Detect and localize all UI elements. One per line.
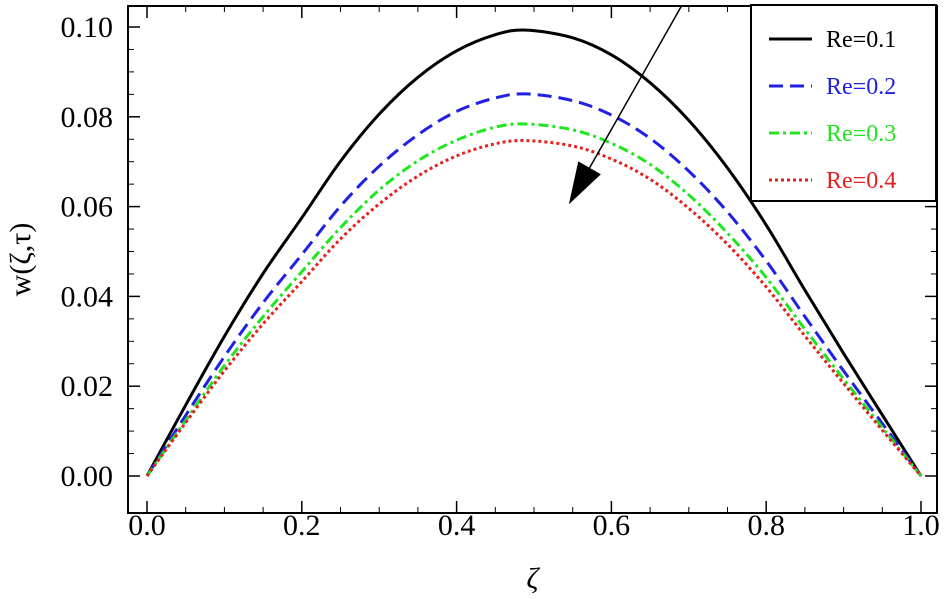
legend-entry-1: Re=0.1 <box>826 27 896 53</box>
annotation-layer <box>568 6 682 205</box>
plot-frame <box>127 5 938 514</box>
x-tick-label: 0.8 <box>747 509 785 542</box>
x-tick-label: 0.0 <box>128 509 166 542</box>
arrow-shaft <box>588 6 682 169</box>
y-axis-label: w(ζ,τ) <box>4 223 37 297</box>
y-tick-label: 0.02 <box>61 370 114 403</box>
x-tick-label: 1.0 <box>902 509 940 542</box>
series-layer <box>145 28 923 477</box>
arrow-head <box>568 161 601 205</box>
y-tick-label: 0.10 <box>61 11 114 44</box>
x-axis-label: ζ <box>526 562 540 595</box>
series-line-1 <box>145 28 923 477</box>
x-tick-label: 0.4 <box>438 509 476 542</box>
y-tick-label: 0.08 <box>61 101 114 134</box>
x-tick-label: 0.6 <box>593 509 631 542</box>
y-tick-label: 0.00 <box>61 460 114 493</box>
x-tick-label: 0.2 <box>283 509 321 542</box>
series-line-2 <box>145 92 923 477</box>
legend: Re=0.1 Re=0.2 Re=0.3 Re=0.4 <box>750 4 937 202</box>
y-tick-label: 0.06 <box>61 191 114 224</box>
legend-entry-2: Re=0.2 <box>826 74 896 100</box>
legend-entry-3: Re=0.3 <box>826 121 896 147</box>
series-line-3 <box>145 122 923 477</box>
legend-entry-4: Re=0.4 <box>826 168 896 194</box>
ticks-layer: 0.0 0.2 0.4 0.6 0.8 1.0 0.00 0.02 0.04 0.06 0.08 0.… <box>61 6 940 542</box>
y-tick-label: 0.04 <box>61 280 114 313</box>
series-line-4 <box>145 139 923 477</box>
